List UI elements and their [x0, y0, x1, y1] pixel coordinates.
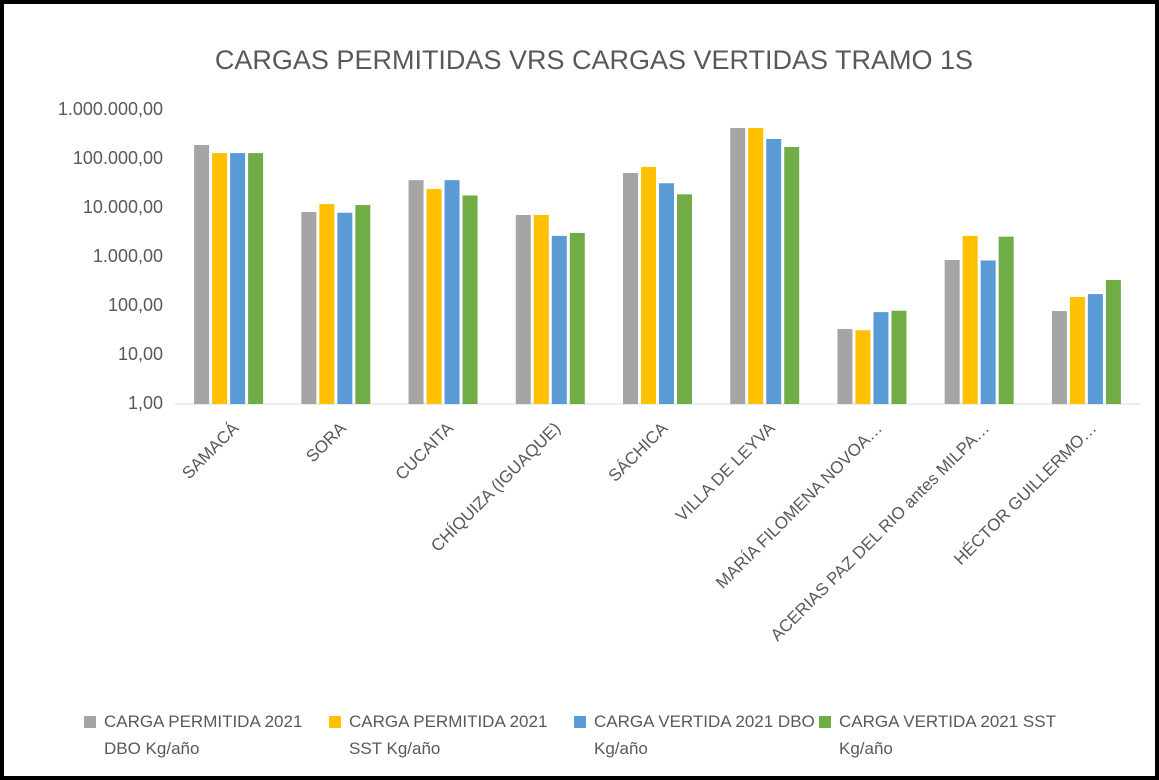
bar [337, 212, 353, 404]
y-tick-label: 100.000,00 [73, 148, 163, 168]
bar [784, 146, 800, 404]
bar [998, 236, 1014, 404]
bar [730, 127, 746, 404]
bar [248, 153, 264, 404]
y-tick-label: 100,00 [108, 295, 163, 315]
bar [748, 127, 764, 404]
legend-label: CARGA PERMITIDA 2021 DBO Kg/año [104, 712, 303, 758]
legend-label: CARGA VERTIDA 2021 DBO Kg/año [594, 712, 815, 758]
legend-swatch [819, 716, 831, 728]
y-tick-label: 1,00 [128, 393, 163, 413]
bar [515, 214, 531, 404]
bar [766, 138, 782, 404]
bar [962, 235, 978, 404]
bar [980, 260, 996, 404]
bar [444, 180, 460, 404]
bar [551, 235, 567, 404]
y-tick-label: 10,00 [118, 344, 163, 364]
chart-title: CARGAS PERMITIDAS VRS CARGAS VERTIDAS TR… [215, 45, 973, 75]
x-tick-label: VILLA DE LEYVA [672, 418, 779, 525]
legend-label: CARGA VERTIDA 2021 SST Kg/año [839, 712, 1056, 758]
legend-item: CARGA PERMITIDA 2021 DBO Kg/año [84, 708, 334, 762]
bar [677, 194, 692, 404]
bar [426, 188, 442, 404]
legend: CARGA PERMITIDA 2021 DBO Kg/año CARGA PER… [84, 708, 1144, 768]
x-tick-label: SORA [302, 418, 350, 466]
x-tick-label: ACERIAS PAZ DEL RIO antes MILPA… [767, 419, 993, 645]
bar [1087, 294, 1103, 404]
bar [569, 232, 585, 404]
y-tick-label: 1.000.000,00 [58, 99, 163, 119]
bar [1051, 311, 1067, 404]
legend-item: CARGA VERTIDA 2021 DBO Kg/año [574, 708, 824, 762]
bar [230, 153, 246, 404]
bar [623, 172, 638, 404]
y-tick-label: 10.000,00 [83, 197, 163, 217]
chart: CARGAS PERMITIDAS VRS CARGAS VERTIDAS TR… [58, 45, 1140, 645]
bar [319, 204, 335, 404]
legend-item: CARGA VERTIDA 2021 SST Kg/año [819, 708, 1069, 762]
bar [873, 312, 889, 404]
bar [212, 153, 228, 404]
bar [194, 145, 210, 404]
x-tick-label: SAMACÁ [178, 418, 243, 483]
x-tick-label: CUCAITA [392, 418, 458, 484]
bar [837, 328, 853, 404]
legend-swatch [574, 716, 586, 728]
legend-swatch [84, 716, 96, 728]
bar [1105, 279, 1121, 404]
bar [301, 211, 317, 404]
bar [659, 183, 674, 404]
bar [408, 180, 424, 404]
bar [533, 214, 549, 404]
bar [355, 205, 371, 404]
y-tick-label: 1.000,00 [93, 246, 163, 266]
bar [641, 166, 656, 404]
bar [891, 310, 907, 404]
legend-label: CARGA PERMITIDA 2021 SST Kg/año [349, 712, 548, 758]
bar [944, 259, 960, 404]
legend-item: CARGA PERMITIDA 2021 SST Kg/año [329, 708, 579, 762]
bar [1069, 296, 1085, 404]
x-tick-label: SÁCHICA [605, 418, 672, 485]
legend-swatch [329, 716, 341, 728]
bar [855, 330, 871, 404]
bar [462, 195, 478, 404]
